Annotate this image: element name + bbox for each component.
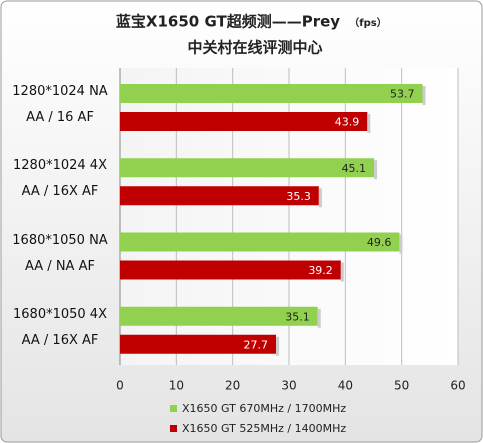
value-label: 35.1 xyxy=(285,310,310,323)
chart-subtitle: 中关村在线评测中心 xyxy=(187,39,322,57)
y-tick-label: 1280*1024 NA AA / 16 AF xyxy=(12,84,108,126)
chart-title: 蓝宝X1650 GT超频测——Prey xyxy=(116,13,340,31)
bar-shadow xyxy=(340,262,344,282)
bar-shadow xyxy=(318,188,322,208)
y-tick-label: 1680*1050 4X AA / 16X AF xyxy=(13,306,107,348)
legend-label: X1650 GT 670MHz / 1700MHz xyxy=(182,402,346,415)
y-tick-label: 1280*1024 4X AA / 16X AF xyxy=(13,158,107,200)
bar-shadow xyxy=(422,86,426,105)
x-tick-label: 60 xyxy=(450,379,465,393)
x-tick-label: 40 xyxy=(338,379,353,393)
bar xyxy=(120,158,375,178)
bar-shadow xyxy=(399,234,403,254)
bar xyxy=(120,334,277,354)
value-label: 39.2 xyxy=(308,264,333,277)
bar xyxy=(120,186,319,206)
value-label: 35.3 xyxy=(286,190,311,203)
value-label: 49.6 xyxy=(367,236,392,249)
bar xyxy=(120,84,423,103)
legend-label: X1650 GT 525MHz / 1400MHz xyxy=(182,422,346,435)
x-tick-label: 10 xyxy=(169,379,184,393)
x-tick-label: 30 xyxy=(281,379,296,393)
bar xyxy=(120,260,341,280)
legend-swatch xyxy=(170,425,177,432)
bar xyxy=(120,306,318,326)
bar-shadow xyxy=(276,336,280,356)
y-tick-label: 1680*1050 NA AA / NA AF xyxy=(12,232,108,274)
x-tick-label: 0 xyxy=(116,379,124,393)
bar xyxy=(120,112,368,131)
x-tick-label: 50 xyxy=(394,379,409,393)
x-tick-label: 20 xyxy=(225,379,240,393)
bar-shadow xyxy=(317,308,321,328)
title-unit: （fps） xyxy=(349,16,386,29)
value-label: 53.7 xyxy=(390,88,415,101)
value-label: 45.1 xyxy=(342,162,367,175)
value-label: 43.9 xyxy=(335,116,360,129)
bar xyxy=(120,232,400,252)
bar-shadow xyxy=(367,114,371,133)
bar-shadow xyxy=(374,160,378,180)
value-label: 27.7 xyxy=(244,338,269,351)
legend-swatch xyxy=(170,405,177,412)
